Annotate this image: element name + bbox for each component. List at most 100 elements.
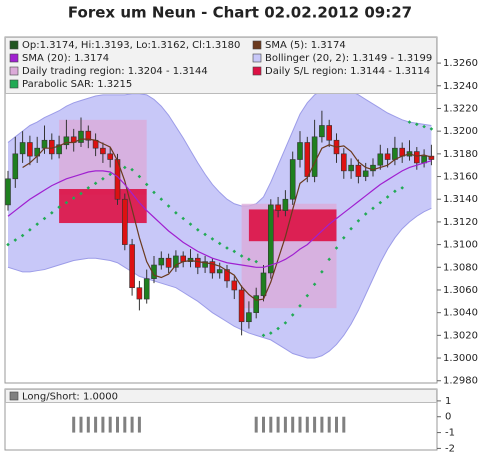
bar [269,416,273,433]
sar-dot [378,200,383,205]
bar [276,416,280,433]
legend-swatch [9,66,19,76]
sma-line [22,138,432,301]
sar-dot [276,326,280,331]
legend-label: Op:1.3174, Hi:1.3193, Lo:1.3162, Cl:1.31… [22,40,240,51]
sar-dot [203,232,207,237]
candle-body [377,153,384,166]
legend-swatch [9,53,19,63]
legend-swatch [252,40,262,50]
candle-body [224,269,230,282]
region-area [59,189,147,224]
sar-dot [108,172,112,177]
y-tick-label: 1 [445,396,451,407]
candle-body [231,280,238,291]
bar [254,416,258,433]
sar-dot [239,254,244,258]
sar-dot [342,235,346,240]
legend-label: SMA (5): 1.3174 [265,40,346,51]
sar-dot [144,182,149,187]
legend-label: Parabolic SAR: 1.3215 [22,79,132,90]
candle-body [100,147,106,155]
candle-body [326,125,333,141]
candle-body [319,125,325,138]
y-tick-label: 1.3000 [443,353,478,364]
sar-dot [356,218,361,223]
bar [291,416,295,433]
candle-body [136,287,143,300]
sar-dot [225,246,229,250]
y-tick-label: 1.3060 [443,285,478,296]
sar-dot [349,226,353,231]
y-tick-label: 1.3080 [443,262,478,273]
y-tick-label: 1.3040 [443,308,478,319]
candle-body [202,261,208,268]
sar-dot [422,124,426,129]
candle-body [63,136,70,146]
sar-dot [320,270,324,274]
sma-line [7,160,432,268]
sar-dot [400,186,404,190]
candle-body [311,136,318,177]
candle-body [392,147,398,160]
y-tick-label: -1 [445,428,455,439]
candle-body [253,295,259,313]
sar-dot [71,196,76,200]
bar [327,416,331,433]
sar-dot [188,222,193,226]
y-tick-label: 1.3220 [443,103,478,114]
y-tick-label: 1.3240 [443,81,478,92]
legend-swatch [252,53,262,63]
y-tick-label: 1.3140 [443,194,478,205]
sar-dot [385,195,390,199]
sar-dot [28,228,32,232]
sar-dot [93,181,98,186]
sar-dot [298,304,302,308]
sar-dot [174,211,178,215]
y-tick-label: 1.3020 [443,330,478,341]
sar-dot [159,197,164,202]
candle-body [370,164,376,172]
candle-body [355,164,362,177]
sar-dot [415,122,419,127]
sar-dot [86,186,91,190]
candle-body [340,153,347,172]
candle-body [282,198,289,211]
candle-body [289,159,296,200]
candle-body [348,164,354,172]
sar-dot [429,127,434,131]
candle-body [413,151,420,164]
y-tick-label: 0 [445,412,451,423]
y-tick-label: 1.3120 [443,217,478,228]
bar [108,416,112,433]
y-tick-label: 1.3160 [443,172,478,183]
sar-dot [13,238,18,242]
legend-label: Bollinger (20, 2): 1.3149 - 1.3199 [265,53,432,64]
candle-body [304,142,311,177]
candle-body [19,142,26,155]
bar [79,416,83,433]
bar [320,416,324,433]
sar-dot [166,204,171,208]
candle-body [158,257,165,266]
sar-dot [371,206,375,211]
sar-dot [64,200,69,205]
legend-swatch [252,66,262,76]
candle-body [260,272,267,296]
sar-dot [79,191,83,196]
legend-swatch [9,79,19,89]
sar-dot [20,233,25,238]
sar-dot [42,216,47,221]
candle-body [27,142,33,157]
y-tick-label: 1.3180 [443,149,478,160]
sar-dot [130,167,134,172]
bar [123,416,127,433]
legend-swatch [9,40,19,50]
bollinger-upper [7,87,432,207]
candle-body [56,144,62,155]
candle-body [129,244,135,289]
candle-body [41,139,48,149]
candle-body [195,257,201,268]
candle-body [165,257,172,268]
